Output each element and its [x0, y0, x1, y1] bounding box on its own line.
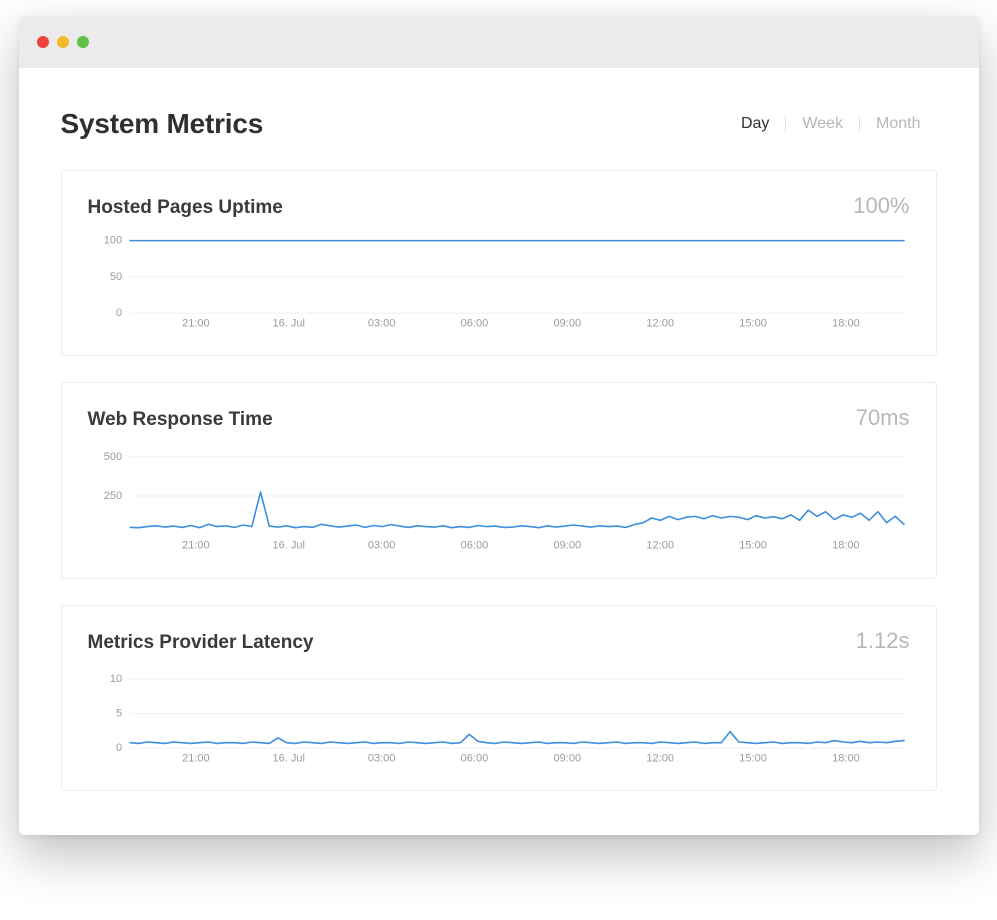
chart-wrap: 0 50 100 21:00 16. Jul 03:00 06:00 09:00 12:00 15…	[88, 227, 910, 337]
traffic-light-zoom-icon[interactable]	[77, 36, 89, 48]
range-option-month[interactable]: Month	[860, 115, 936, 133]
x-tick-label: 16. Jul	[272, 540, 304, 552]
app-window: System Metrics DayWeekMonth Hosted Pages…	[19, 16, 979, 835]
page-content: System Metrics DayWeekMonth Hosted Pages…	[19, 68, 979, 835]
time-range-picker: DayWeekMonth	[725, 115, 937, 133]
card-value: 1.12s	[856, 628, 910, 654]
chart-web-response: 250 500 21:00 16. Jul 03:00 06:00 09:00 12:00 15…	[88, 439, 910, 559]
x-tick-label: 21:00	[182, 752, 210, 764]
metric-card-web-response: Web Response Time 70ms 250 500 21:00 16. Jul 0…	[61, 382, 937, 578]
y-tick-label: 250	[103, 490, 121, 502]
y-tick-label: 10	[109, 672, 121, 684]
card-value: 100%	[853, 193, 909, 219]
x-tick-label: 12:00	[646, 317, 674, 329]
page-title: System Metrics	[61, 108, 264, 140]
x-tick-label: 16. Jul	[272, 317, 304, 329]
y-tick-label: 500	[103, 451, 121, 463]
card-title: Hosted Pages Uptime	[88, 197, 283, 219]
traffic-light-minimize-icon[interactable]	[57, 36, 69, 48]
x-tick-label: 06:00	[460, 317, 488, 329]
x-tick-label: 09:00	[553, 540, 581, 552]
y-tick-label: 100	[103, 235, 121, 247]
x-tick-label: 03:00	[367, 752, 395, 764]
y-tick-label: 0	[115, 742, 121, 754]
metric-card-provider-latency: Metrics Provider Latency 1.12s 0 5 10 21:00 16…	[61, 605, 937, 791]
page-header: System Metrics DayWeekMonth	[61, 108, 937, 140]
x-tick-label: 06:00	[460, 752, 488, 764]
x-tick-label: 18:00	[832, 752, 860, 764]
y-tick-label: 50	[109, 271, 121, 283]
card-header: Hosted Pages Uptime 100%	[88, 193, 910, 219]
x-tick-label: 16. Jul	[272, 752, 304, 764]
x-tick-label: 18:00	[832, 317, 860, 329]
card-title: Metrics Provider Latency	[88, 632, 314, 654]
x-tick-label: 06:00	[460, 540, 488, 552]
x-tick-label: 21:00	[182, 317, 210, 329]
x-tick-label: 12:00	[646, 540, 674, 552]
card-header: Web Response Time 70ms	[88, 405, 910, 431]
x-tick-label: 15:00	[739, 752, 767, 764]
x-tick-label: 09:00	[553, 752, 581, 764]
chart-provider-latency: 0 5 10 21:00 16. Jul 03:00 06:00 09:00 12:00 15:0…	[88, 662, 910, 772]
y-tick-label: 5	[115, 707, 121, 719]
card-value: 70ms	[856, 405, 910, 431]
x-tick-label: 18:00	[832, 540, 860, 552]
charts-container: Hosted Pages Uptime100%05010021:0016. Ju…	[61, 170, 937, 791]
metric-card-uptime: Hosted Pages Uptime 100% 0 50 100 21:00 16. Ju…	[61, 170, 937, 356]
x-tick-label: 09:00	[553, 317, 581, 329]
x-tick-label: 03:00	[367, 317, 395, 329]
chart-uptime: 0 50 100 21:00 16. Jul 03:00 06:00 09:00 12:00 15…	[88, 227, 910, 337]
x-tick-label: 12:00	[646, 752, 674, 764]
traffic-light-close-icon[interactable]	[37, 36, 49, 48]
range-option-day[interactable]: Day	[725, 115, 785, 133]
range-option-week[interactable]: Week	[786, 115, 859, 133]
card-header: Metrics Provider Latency 1.12s	[88, 628, 910, 654]
window-titlebar	[19, 16, 979, 68]
chart-wrap: 250 500 21:00 16. Jul 03:00 06:00 09:00 12:00 15…	[88, 439, 910, 559]
x-tick-label: 15:00	[739, 317, 767, 329]
series-line	[130, 492, 904, 528]
card-title: Web Response Time	[88, 409, 273, 431]
x-tick-label: 21:00	[182, 540, 210, 552]
chart-wrap: 0 5 10 21:00 16. Jul 03:00 06:00 09:00 12:00 15:0…	[88, 662, 910, 772]
y-tick-label: 0	[115, 307, 121, 319]
x-tick-label: 03:00	[367, 540, 395, 552]
series-line	[130, 731, 904, 743]
x-tick-label: 15:00	[739, 540, 767, 552]
